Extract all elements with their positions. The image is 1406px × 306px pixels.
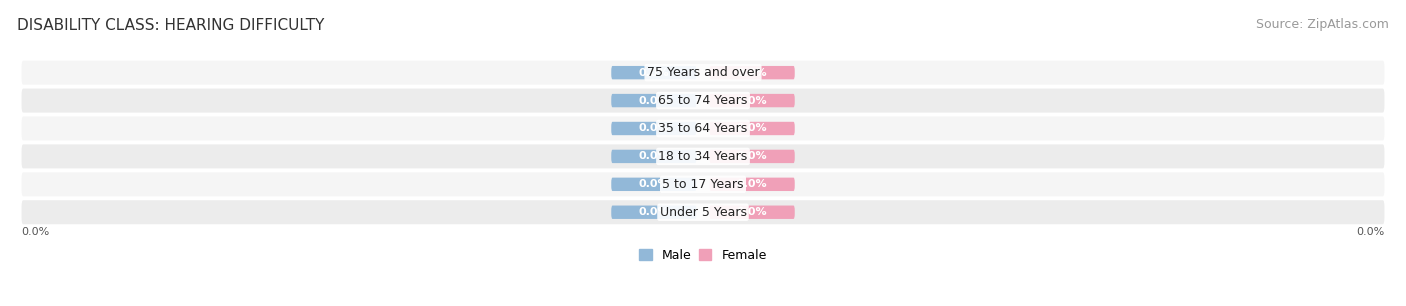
FancyBboxPatch shape: [612, 66, 696, 79]
FancyBboxPatch shape: [710, 94, 794, 107]
Text: 0.0%: 0.0%: [638, 95, 669, 106]
Text: 0.0%: 0.0%: [638, 68, 669, 78]
Text: 0.0%: 0.0%: [21, 227, 49, 237]
Text: 0.0%: 0.0%: [1357, 227, 1385, 237]
FancyBboxPatch shape: [710, 206, 794, 219]
FancyBboxPatch shape: [612, 150, 696, 163]
FancyBboxPatch shape: [612, 122, 696, 135]
Text: 0.0%: 0.0%: [737, 207, 768, 217]
Text: 0.0%: 0.0%: [638, 124, 669, 133]
Legend: Male, Female: Male, Female: [634, 244, 772, 267]
FancyBboxPatch shape: [612, 94, 696, 107]
Text: 5 to 17 Years: 5 to 17 Years: [662, 178, 744, 191]
FancyBboxPatch shape: [21, 61, 1385, 85]
Text: 0.0%: 0.0%: [737, 95, 768, 106]
Text: 0.0%: 0.0%: [638, 151, 669, 161]
FancyBboxPatch shape: [710, 177, 794, 191]
Text: 65 to 74 Years: 65 to 74 Years: [658, 94, 748, 107]
FancyBboxPatch shape: [612, 206, 696, 219]
FancyBboxPatch shape: [612, 177, 696, 191]
Text: 0.0%: 0.0%: [638, 207, 669, 217]
Text: 18 to 34 Years: 18 to 34 Years: [658, 150, 748, 163]
Text: 0.0%: 0.0%: [737, 124, 768, 133]
Text: 0.0%: 0.0%: [737, 179, 768, 189]
FancyBboxPatch shape: [710, 66, 794, 79]
Text: 75 Years and over: 75 Years and over: [647, 66, 759, 79]
FancyBboxPatch shape: [21, 200, 1385, 224]
FancyBboxPatch shape: [710, 122, 794, 135]
FancyBboxPatch shape: [21, 117, 1385, 140]
FancyBboxPatch shape: [21, 172, 1385, 196]
Text: Source: ZipAtlas.com: Source: ZipAtlas.com: [1256, 18, 1389, 31]
FancyBboxPatch shape: [21, 144, 1385, 168]
Text: 0.0%: 0.0%: [638, 179, 669, 189]
Text: 0.0%: 0.0%: [737, 151, 768, 161]
Text: 0.0%: 0.0%: [737, 68, 768, 78]
Text: 35 to 64 Years: 35 to 64 Years: [658, 122, 748, 135]
Text: Under 5 Years: Under 5 Years: [659, 206, 747, 219]
FancyBboxPatch shape: [710, 150, 794, 163]
FancyBboxPatch shape: [21, 88, 1385, 113]
Text: DISABILITY CLASS: HEARING DIFFICULTY: DISABILITY CLASS: HEARING DIFFICULTY: [17, 18, 325, 33]
